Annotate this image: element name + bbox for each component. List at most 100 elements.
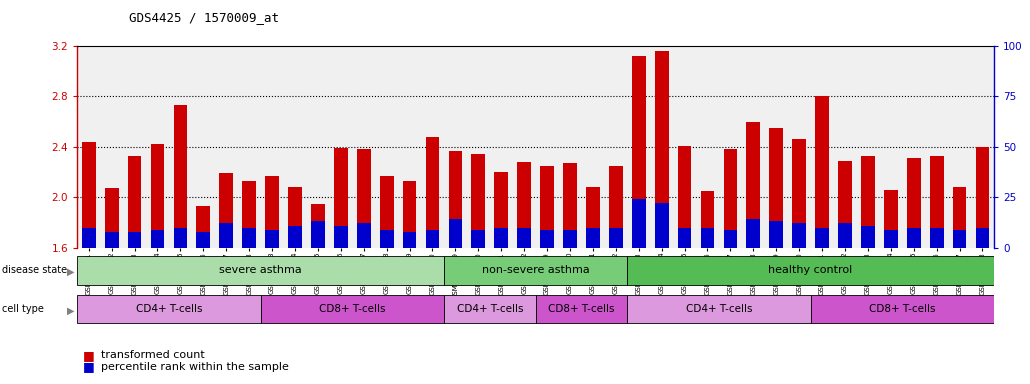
Bar [105, 232, 118, 248]
Bar [334, 148, 348, 248]
Bar [356, 149, 371, 248]
Bar [655, 204, 668, 248]
Bar [631, 199, 646, 248]
Bar [953, 187, 966, 248]
Bar [838, 161, 852, 248]
Bar [700, 227, 715, 248]
Text: percentile rank within the sample: percentile rank within the sample [101, 362, 288, 372]
Bar [540, 166, 554, 248]
Bar [425, 230, 440, 248]
Bar [380, 230, 393, 248]
Bar [219, 223, 233, 248]
Bar [540, 230, 554, 248]
Bar [723, 230, 737, 248]
Bar [517, 227, 531, 248]
Bar [678, 227, 691, 248]
Bar [448, 151, 462, 248]
Bar [219, 173, 233, 248]
Bar [627, 256, 994, 285]
Bar [494, 227, 508, 248]
Bar [425, 137, 440, 248]
Bar [906, 227, 921, 248]
Bar [265, 176, 279, 248]
Bar [975, 227, 990, 248]
Bar [609, 227, 623, 248]
Bar [563, 163, 577, 248]
Bar [242, 227, 256, 248]
Text: ■: ■ [82, 360, 94, 373]
Bar [150, 230, 165, 248]
Bar [792, 223, 806, 248]
Bar [311, 222, 324, 248]
Bar [631, 56, 646, 248]
Bar [930, 156, 943, 248]
Text: CD4+ T-cells: CD4+ T-cells [686, 304, 752, 314]
Bar [403, 181, 416, 248]
Bar [77, 295, 261, 323]
Bar [861, 156, 874, 248]
Bar [627, 295, 811, 323]
Bar [311, 204, 324, 248]
Bar [403, 232, 416, 248]
Bar [769, 222, 783, 248]
Bar [265, 230, 279, 248]
Bar [448, 220, 462, 248]
Bar [494, 172, 508, 248]
Bar [792, 139, 806, 248]
Bar [81, 227, 96, 248]
Bar [517, 162, 531, 248]
Bar [769, 128, 783, 248]
Text: ■: ■ [82, 349, 94, 362]
Bar [444, 256, 627, 285]
Bar [838, 223, 852, 248]
Bar [261, 295, 444, 323]
Bar [723, 149, 737, 248]
Bar [811, 295, 994, 323]
Text: ▶: ▶ [67, 306, 74, 316]
Bar [472, 230, 485, 248]
Bar [609, 166, 623, 248]
Text: CD8+ T-cells: CD8+ T-cells [548, 304, 615, 314]
Bar [197, 206, 210, 248]
Bar [815, 96, 829, 248]
Bar [700, 191, 715, 248]
Bar [288, 225, 302, 248]
Bar [150, 144, 165, 248]
Text: disease state: disease state [2, 265, 67, 275]
Text: transformed count: transformed count [101, 350, 205, 360]
Bar [906, 158, 921, 248]
Bar [975, 147, 990, 248]
Bar [586, 227, 599, 248]
Bar [472, 154, 485, 248]
Text: GDS4425 / 1570009_at: GDS4425 / 1570009_at [129, 12, 279, 25]
Bar [953, 230, 966, 248]
Bar [747, 220, 760, 248]
Bar [288, 187, 302, 248]
Bar [128, 232, 141, 248]
Text: non-severe asthma: non-severe asthma [482, 265, 589, 275]
Bar [884, 230, 898, 248]
Bar [242, 181, 256, 248]
Bar [884, 190, 898, 248]
Bar [128, 156, 141, 248]
Text: CD8+ T-cells: CD8+ T-cells [869, 304, 935, 314]
Bar [586, 187, 599, 248]
Bar [380, 176, 393, 248]
Bar [678, 146, 691, 248]
Bar [747, 122, 760, 248]
Bar [105, 189, 118, 248]
Text: ▶: ▶ [67, 267, 74, 277]
Bar [77, 256, 444, 285]
Text: severe asthma: severe asthma [219, 265, 302, 275]
Bar [334, 225, 348, 248]
Bar [930, 227, 943, 248]
Text: healthy control: healthy control [768, 265, 853, 275]
Bar [81, 142, 96, 248]
Bar [815, 227, 829, 248]
Bar [173, 105, 187, 248]
Text: CD4+ T-cells: CD4+ T-cells [456, 304, 523, 314]
Text: cell type: cell type [2, 304, 44, 314]
Bar [536, 295, 627, 323]
Bar [563, 230, 577, 248]
Text: CD4+ T-cells: CD4+ T-cells [136, 304, 202, 314]
